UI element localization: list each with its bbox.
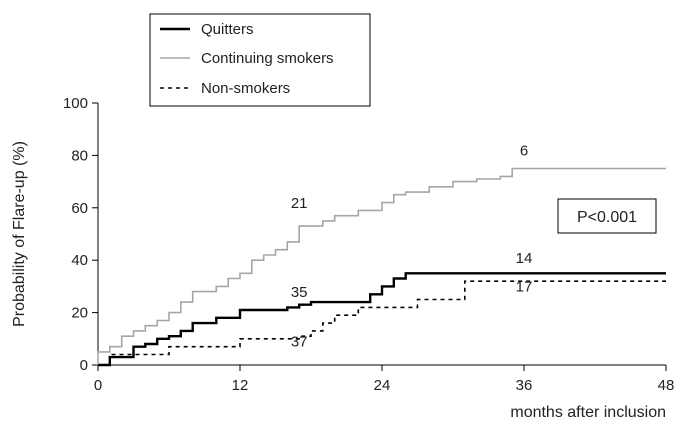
y-tick-label: 60 (71, 200, 88, 217)
axes: 0 20 40 60 80 100 0 12 24 36 48 Probability of Fl… (11, 95, 674, 421)
series-line-continuing-smokers (97, 167, 666, 365)
y-axis-title: Probability of Flare-up (%) (11, 141, 28, 327)
series-layer (97, 167, 666, 367)
p-value-box: P<0.001 (557, 198, 657, 234)
p-value-frame (557, 198, 657, 234)
annotation-label: 21 (291, 195, 308, 212)
x-tick-label: 0 (94, 377, 102, 394)
annotations: 21 6 35 37 14 17 (291, 142, 533, 350)
y-tick-label: 0 (80, 357, 88, 374)
legend-label-continuing-smokers: Continuing smokers (201, 50, 334, 67)
y-tick-label: 40 (71, 252, 88, 269)
x-tick-label: 48 (658, 377, 675, 394)
annotation-label: 35 (291, 284, 308, 301)
p-value-label: P<0.001 (577, 209, 637, 226)
x-tick-label: 12 (232, 377, 249, 394)
y-tick-label: 20 (71, 305, 88, 322)
series-line-quitters (98, 272, 666, 367)
legend-label-quitters: Quitters (201, 21, 254, 38)
x-axis-title: months after inclusion (510, 404, 666, 421)
annotation-label: 37 (291, 334, 308, 351)
x-tick-label: 36 (516, 377, 533, 394)
legend: Quitters Continuing smokers Non-smokers (149, 13, 371, 107)
y-tick-label: 80 (71, 147, 88, 164)
legend-label-non-smokers: Non-smokers (201, 80, 290, 97)
y-ticks: 0 20 40 60 80 100 (63, 95, 98, 374)
annotation-label: 17 (516, 279, 533, 296)
x-tick-label: 24 (374, 377, 391, 394)
x-ticks: 0 12 24 36 48 (94, 365, 675, 394)
y-tick-label: 100 (63, 95, 88, 112)
annotation-label: 6 (520, 142, 528, 159)
annotation-label: 14 (516, 250, 533, 267)
